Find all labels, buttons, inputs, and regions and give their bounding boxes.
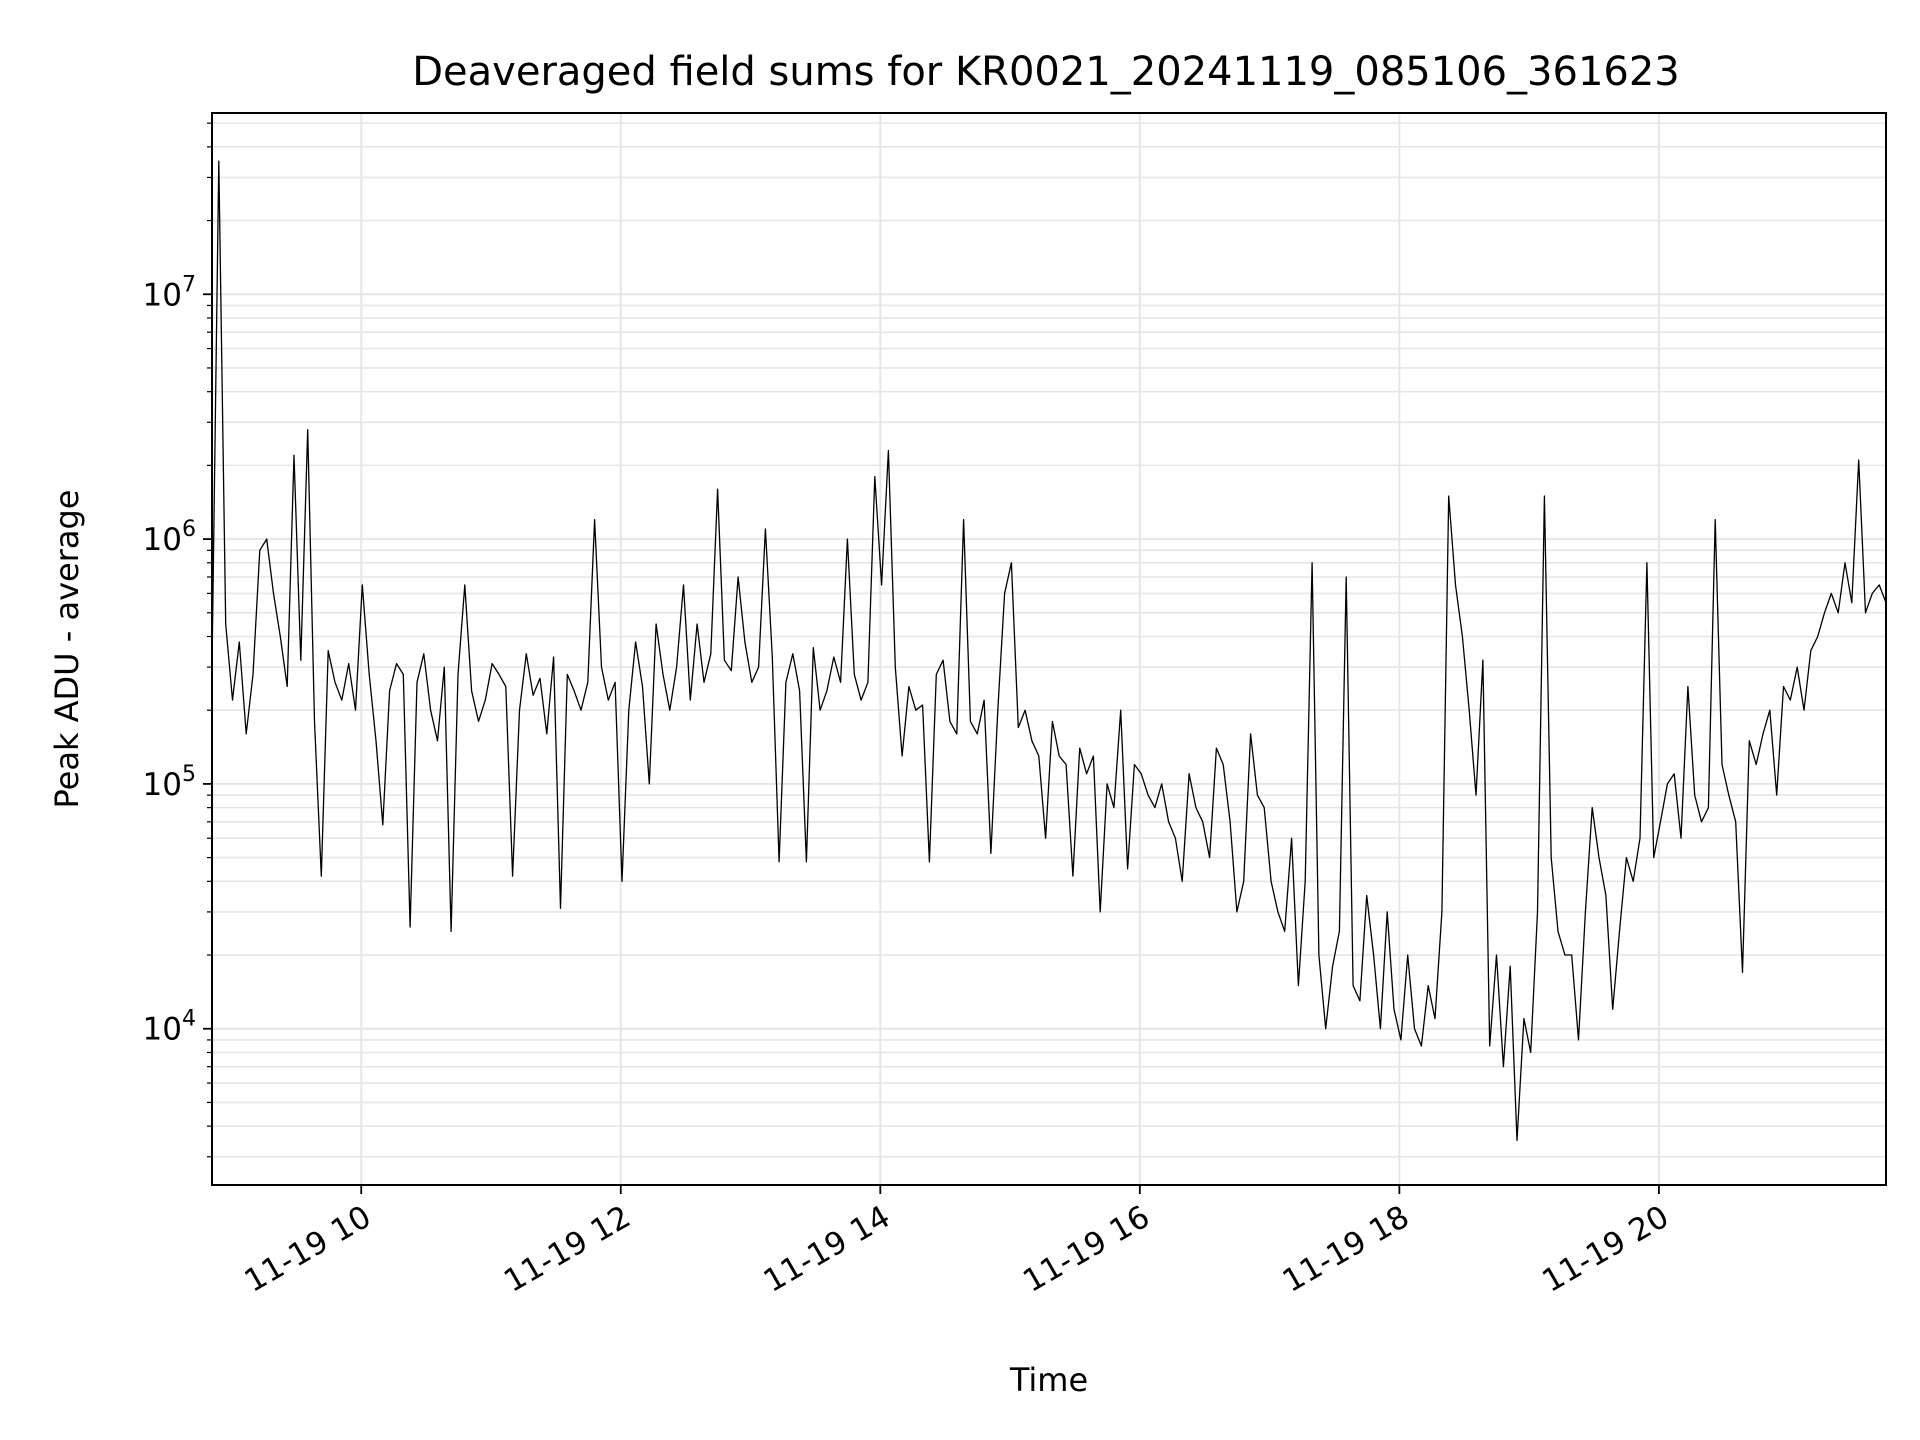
y-tick-label: 105	[143, 762, 196, 803]
plot-background	[212, 113, 1886, 1185]
series-line	[211, 160, 1887, 1142]
y-axis-title: Peak ADU - average	[48, 490, 86, 809]
y-tick-label: 106	[143, 517, 196, 558]
x-grid	[360, 113, 1660, 1185]
x-axis-title: Time	[1009, 1361, 1088, 1399]
chart-title: Deaveraged field sums for KR0021_2024111…	[412, 49, 1680, 95]
plot-frame	[211, 112, 1887, 1186]
plot-area	[211, 112, 1887, 1186]
y-axis: 104 105 106 107	[143, 122, 212, 1158]
y-tick-label: 104	[143, 1007, 196, 1048]
y-tick-label: 107	[143, 272, 196, 313]
y-grid	[212, 122, 1886, 1158]
